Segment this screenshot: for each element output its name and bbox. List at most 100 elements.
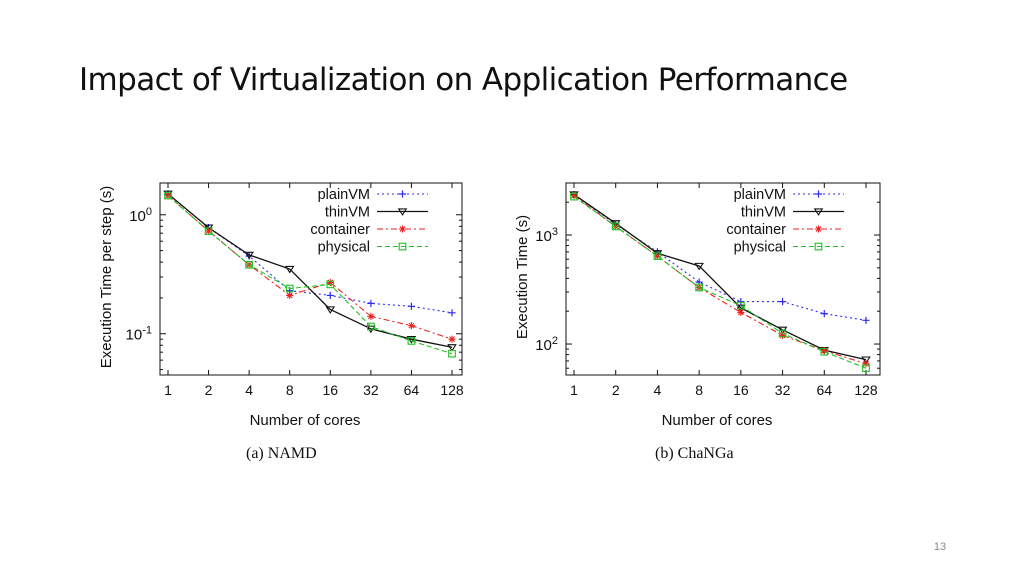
data-point-physical: [820, 347, 829, 356]
series-line-plainVM: [573, 194, 867, 321]
x-tick-label: 2: [205, 382, 213, 398]
data-point-container: [367, 312, 375, 320]
data-point-physical: [448, 349, 456, 358]
series-line-physical: [573, 196, 867, 369]
x-tick-label: 8: [286, 382, 294, 398]
data-point-physical: [653, 252, 662, 260]
x-tick-label: 1: [164, 382, 172, 398]
data-point-container: [570, 191, 578, 200]
series-line-thinVM: [573, 194, 867, 361]
data-point-container: [286, 291, 294, 300]
series-line-container: [167, 195, 453, 340]
legend-label-physical: physical: [734, 240, 786, 256]
y-axis-label: Execution Time (s): [514, 215, 531, 339]
data-point-plainVM: [737, 298, 745, 306]
data-point-container: [820, 347, 828, 355]
data-point-container: [164, 191, 172, 200]
y-tick-label: 100: [129, 206, 152, 225]
data-point-container: [653, 252, 662, 260]
x-tick-label: 1: [570, 382, 578, 398]
data-point-plainVM: [407, 302, 416, 310]
data-point-physical: [285, 284, 294, 293]
data-point-physical: [367, 322, 375, 331]
data-point-physical: [164, 191, 172, 200]
chart-caption: (a) NAMD: [246, 445, 317, 462]
legend-marker-thinVM: [397, 208, 408, 216]
x-axis-label: Number of cores: [662, 412, 773, 429]
data-point-thinVM: [736, 304, 746, 313]
data-point-thinVM: [284, 265, 295, 274]
legend-marker-plainVM: [398, 190, 407, 198]
data-point-container: [862, 360, 870, 368]
data-point-physical: [326, 280, 335, 289]
data-point-plainVM: [820, 310, 828, 318]
series-physical: [164, 191, 456, 358]
x-tick-label: 128: [440, 382, 464, 398]
slide-title: Impact of Virtualization on Application …: [79, 62, 848, 98]
data-point-thinVM: [406, 336, 417, 344]
legend-label-physical: physical: [318, 240, 370, 256]
legend-marker-physical: [398, 242, 407, 251]
data-point-thinVM: [447, 344, 457, 352]
x-tick-label: 64: [404, 382, 420, 398]
x-tick-label: 16: [733, 382, 749, 398]
data-point-container: [204, 227, 213, 235]
y-axis-label: Execution Time per step (s): [98, 186, 115, 369]
legend-label-thinVM: thinVM: [741, 205, 786, 221]
x-tick-label: 16: [322, 382, 338, 398]
legend-marker-physical: [814, 242, 823, 251]
data-point-container: [326, 278, 334, 287]
data-point-plainVM: [778, 298, 787, 306]
series-container: [570, 191, 870, 368]
data-point-thinVM: [694, 262, 704, 271]
data-point-physical: [204, 227, 213, 235]
legend-label-container: container: [310, 222, 370, 238]
data-point-plainVM: [367, 299, 375, 307]
slide-number: 13: [933, 541, 947, 553]
data-point-physical: [611, 222, 620, 231]
x-tick-label: 2: [612, 382, 620, 398]
series-line-physical: [167, 195, 453, 355]
data-point-physical: [737, 301, 745, 310]
x-axis-label: Number of cores: [250, 412, 361, 429]
data-point-plainVM: [448, 309, 456, 317]
series-thinVM: [569, 191, 871, 365]
data-point-physical: [570, 192, 578, 201]
y-tick-label: 102: [535, 335, 558, 354]
data-point-thinVM: [569, 191, 579, 199]
legend-label-plainVM: plainVM: [734, 187, 786, 203]
x-tick-label: 128: [854, 382, 878, 398]
data-point-plainVM: [862, 316, 870, 324]
legend-marker-container: [398, 225, 407, 233]
data-point-container: [778, 331, 787, 340]
data-point-thinVM: [861, 356, 871, 365]
legend-marker-plainVM: [814, 190, 823, 198]
data-point-physical: [407, 337, 416, 345]
data-point-plainVM: [326, 291, 334, 300]
x-tick-label: 64: [816, 382, 832, 398]
data-point-physical: [695, 283, 703, 292]
data-point-physical: [778, 329, 787, 338]
x-tick-label: 4: [654, 382, 662, 398]
data-point-container: [407, 322, 416, 330]
data-point-thinVM: [325, 306, 336, 314]
x-tick-label: 4: [245, 382, 253, 398]
plot-frame: [159, 182, 463, 376]
plot-frame: [565, 182, 881, 376]
chart-namd: 1 2 4 8 16 32 64 128 10-1 100 Number of cores Execu…: [98, 182, 464, 462]
data-point-thinVM: [244, 251, 254, 260]
data-point-container: [737, 308, 745, 317]
series-physical: [570, 192, 870, 373]
legend-marker-thinVM: [813, 208, 824, 216]
chart-caption: (b) ChaNGa: [655, 445, 734, 462]
y-tick-label: 10-1: [126, 325, 152, 344]
legend-label-plainVM: plainVM: [318, 187, 370, 203]
legend-label-thinVM: thinVM: [325, 205, 370, 221]
legend-label-container: container: [726, 222, 786, 238]
y-tick-label: 103: [535, 226, 558, 245]
x-tick-label: 32: [363, 382, 379, 398]
chart-changa: 1 2 4 8 16 32 64 128 102 103 Number of cores Execut…: [514, 182, 881, 462]
x-tick-label: 8: [695, 382, 703, 398]
legend-marker-container: [814, 225, 823, 233]
data-point-physical: [245, 260, 253, 269]
